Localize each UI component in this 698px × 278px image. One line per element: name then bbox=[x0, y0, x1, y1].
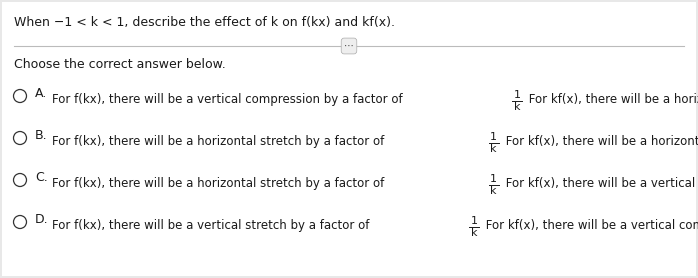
Text: k: k bbox=[514, 101, 521, 111]
Text: 1: 1 bbox=[490, 173, 497, 183]
Text: Choose the correct answer below.: Choose the correct answer below. bbox=[14, 58, 225, 71]
Text: B.: B. bbox=[35, 129, 47, 142]
Text: For kf(x), there will be a horizontal stretch by a factor of k.: For kf(x), there will be a horizontal st… bbox=[526, 93, 698, 106]
Text: For kf(x), there will be a horizontal compression by a factor of k.: For kf(x), there will be a horizontal co… bbox=[502, 135, 698, 148]
Text: 1: 1 bbox=[514, 90, 521, 100]
Text: When −1 < k < 1, describe the effect of k on f(kx) and kf(x).: When −1 < k < 1, describe the effect of … bbox=[14, 16, 395, 29]
FancyBboxPatch shape bbox=[2, 2, 696, 276]
Text: ⋯: ⋯ bbox=[344, 41, 354, 51]
Text: 1: 1 bbox=[490, 131, 497, 142]
Text: C.: C. bbox=[35, 171, 47, 184]
Text: A.: A. bbox=[35, 87, 47, 100]
Text: For f(kx), there will be a horizontal stretch by a factor of: For f(kx), there will be a horizontal st… bbox=[52, 177, 388, 190]
Text: For f(kx), there will be a vertical compression by a factor of: For f(kx), there will be a vertical comp… bbox=[52, 93, 406, 106]
Text: For f(kx), there will be a horizontal stretch by a factor of: For f(kx), there will be a horizontal st… bbox=[52, 135, 388, 148]
Text: 1: 1 bbox=[471, 215, 478, 225]
Text: k: k bbox=[471, 227, 477, 237]
Text: D.: D. bbox=[35, 213, 49, 226]
Text: For kf(x), there will be a vertical compression by a factor of k.: For kf(x), there will be a vertical comp… bbox=[502, 177, 698, 190]
Text: For f(kx), there will be a vertical stretch by a factor of: For f(kx), there will be a vertical stre… bbox=[52, 219, 373, 232]
Text: For kf(x), there will be a vertical compression by a factor of k.: For kf(x), there will be a vertical comp… bbox=[482, 219, 698, 232]
Text: k: k bbox=[490, 185, 497, 195]
Text: k: k bbox=[490, 143, 497, 153]
